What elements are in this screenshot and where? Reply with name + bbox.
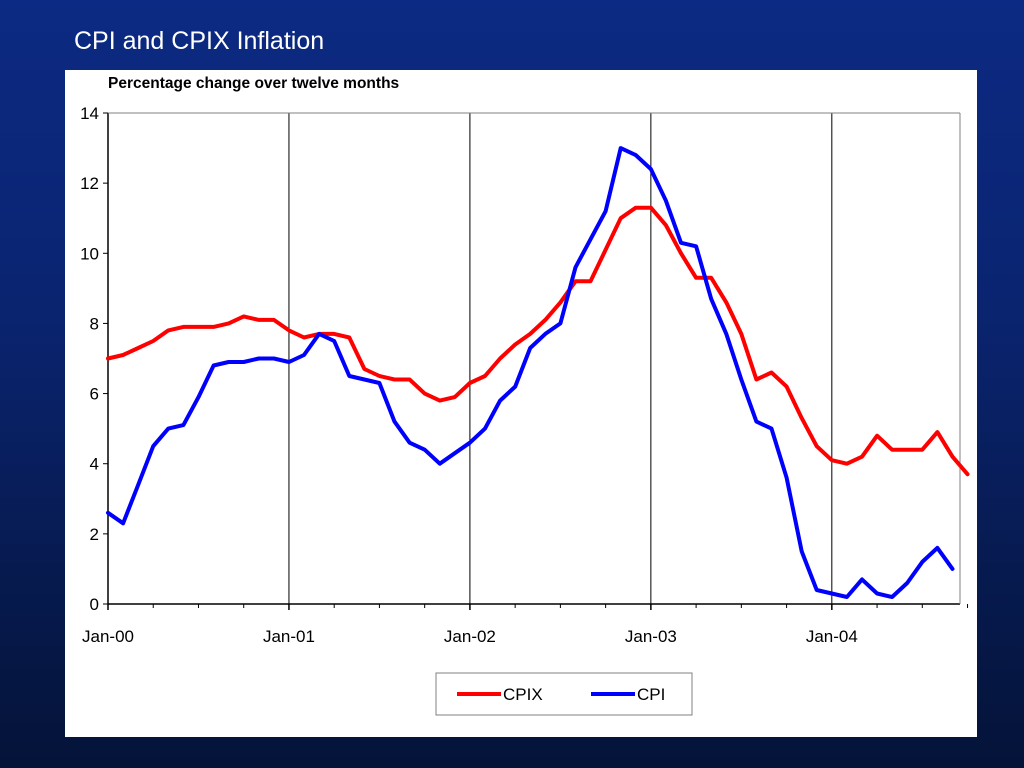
y-tick-label: 2 [90, 525, 99, 544]
chart-subtitle: Percentage change over twelve months [108, 75, 399, 92]
legend-label-cpi: CPI [637, 685, 665, 704]
y-tick-label: 6 [90, 385, 99, 404]
x-tick-label: Jan-01 [263, 627, 315, 646]
x-axis-ticks: Jan-00 Jan-01 Jan-02 Jan-03 Jan-04 [82, 604, 969, 646]
y-tick-label: 8 [90, 314, 99, 333]
x-tick-label: Jan-04 [806, 627, 858, 646]
x-tick-label: Jan-02 [444, 627, 496, 646]
x-tick-label: Jan-03 [625, 627, 677, 646]
legend: CPIX CPI [435, 672, 693, 716]
y-tick-label: 10 [80, 244, 99, 263]
legend-label-cpix: CPIX [503, 685, 543, 704]
y-tick-label: 0 [90, 595, 99, 614]
x-tick-label: Jan-00 [82, 627, 134, 646]
series-line-cpix [106, 205, 970, 477]
y-axis-ticks: 0 2 4 6 8 10 12 14 [80, 104, 108, 614]
chart-panel: Percentage change over twelve months 0 2 4… [65, 70, 977, 737]
series-lines [106, 146, 970, 599]
vertical-gridlines [288, 113, 833, 604]
series-line-cpi [106, 146, 955, 599]
y-tick-label: 12 [80, 174, 99, 193]
line-chart: Percentage change over twelve months 0 2 4… [80, 75, 970, 716]
slide-title: CPI and CPIX Inflation [74, 27, 325, 55]
y-tick-label: 14 [80, 104, 99, 123]
y-tick-label: 4 [90, 455, 99, 474]
